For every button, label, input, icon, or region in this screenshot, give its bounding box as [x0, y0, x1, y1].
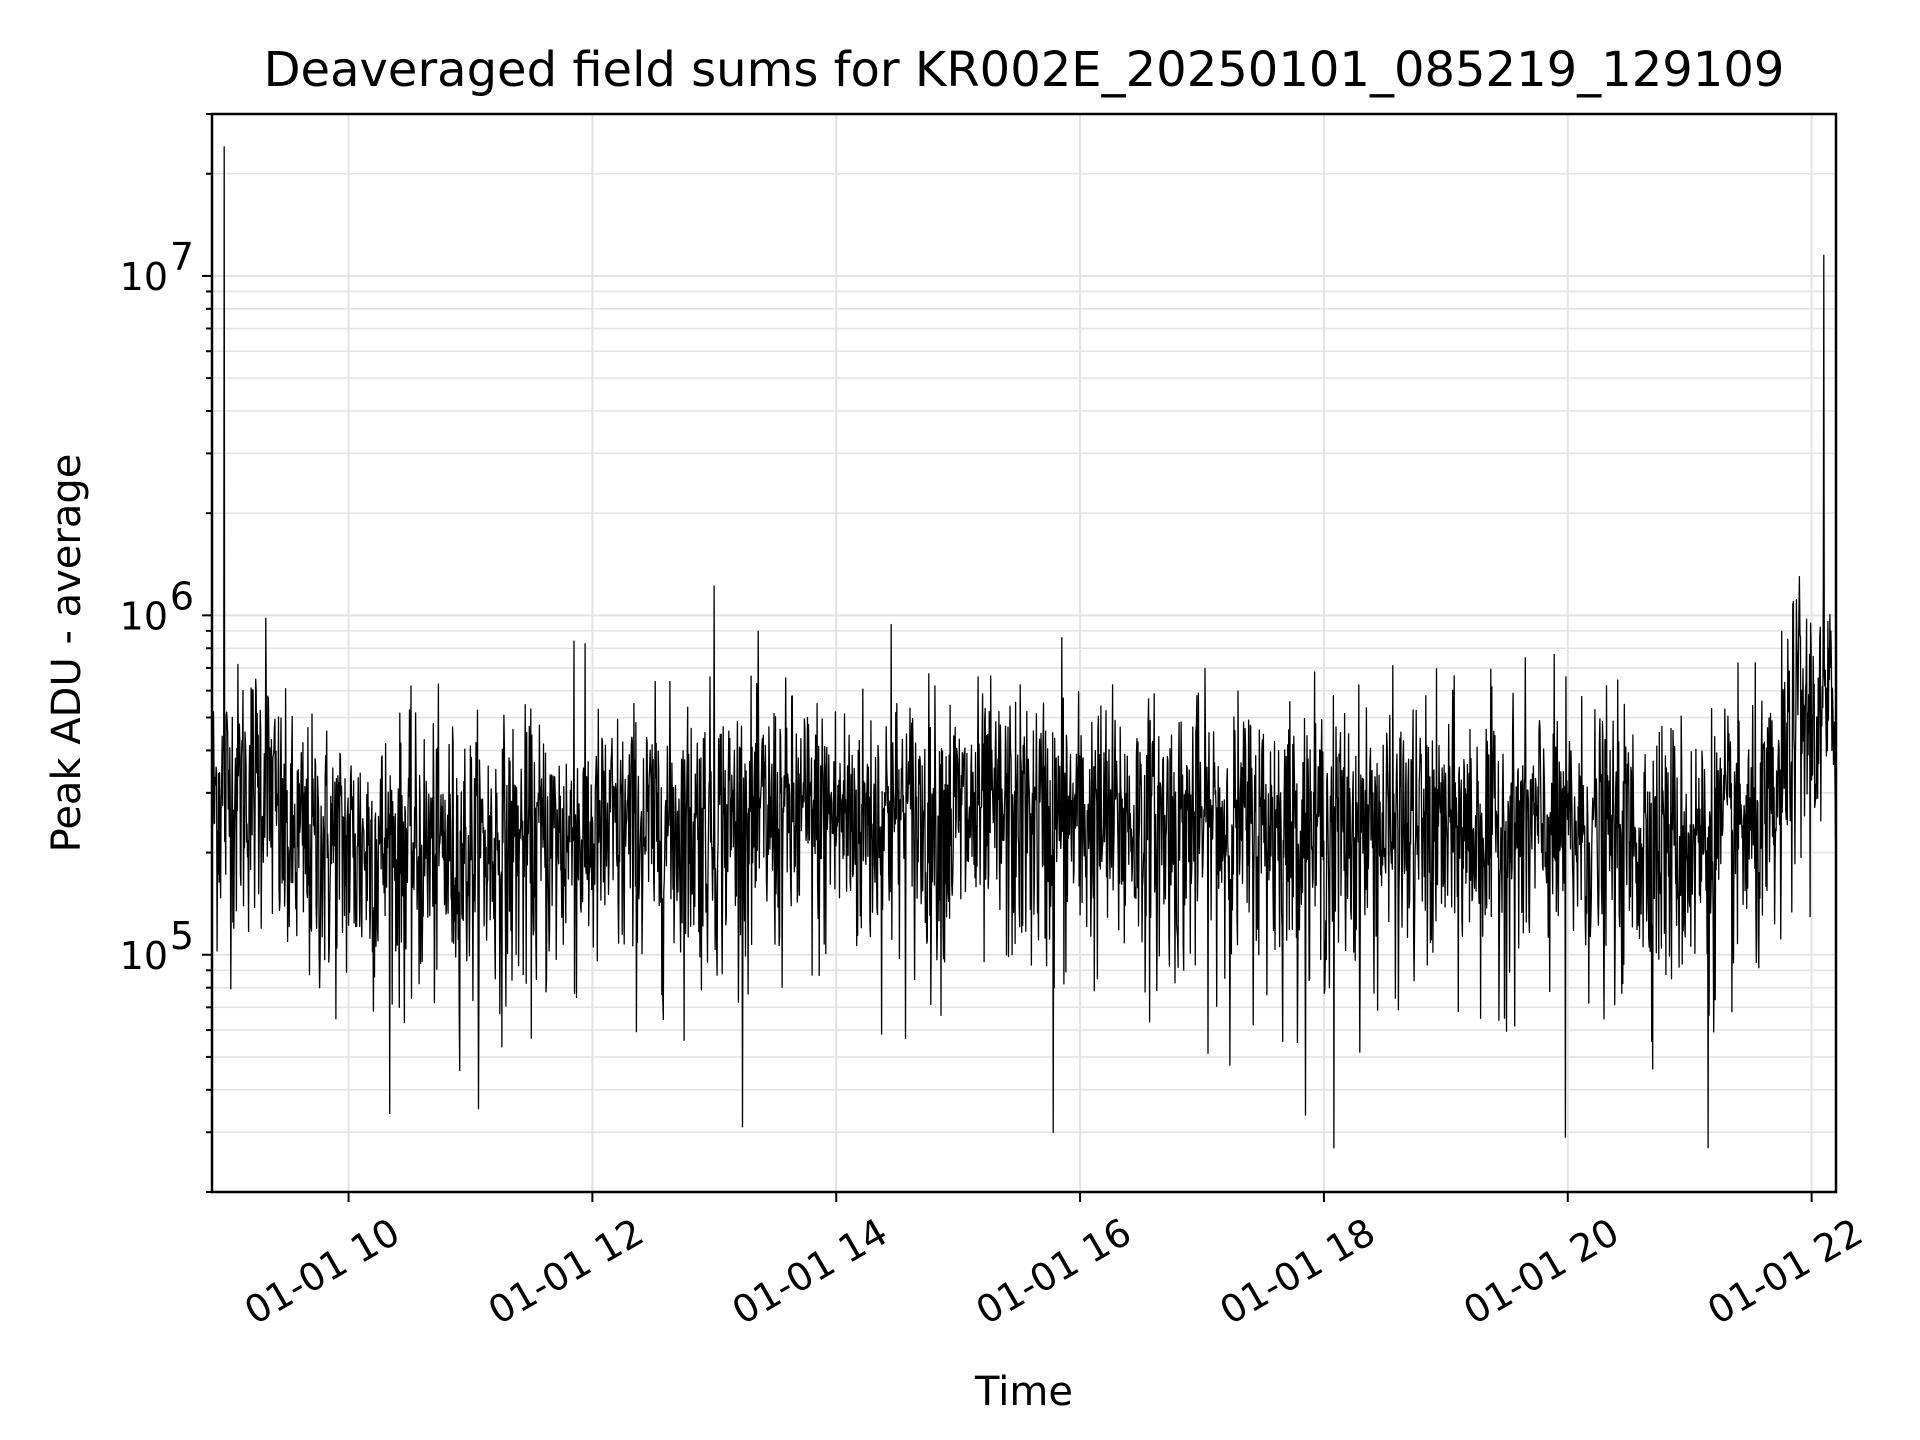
x-tick-label: 01-01 10 — [237, 1210, 407, 1334]
chart-title: Deaveraged field sums for KR002E_2025010… — [264, 42, 1785, 98]
x-axis: 01-01 10 01-01 12 01-01 14 01-01 16 01-01 18… — [237, 1192, 1870, 1333]
series-line-peak-adu — [211, 146, 1837, 1149]
y-tick-exponent: 6 — [170, 574, 194, 618]
y-tick-base: 10 — [120, 255, 168, 299]
y-tick-exponent: 5 — [170, 914, 194, 958]
y-tick-base: 10 — [120, 934, 168, 978]
x-tick-label: 01-01 16 — [969, 1210, 1139, 1334]
x-tick-label: 01-01 14 — [725, 1210, 895, 1334]
y-tick-base: 10 — [120, 594, 168, 638]
plot-frame — [210, 112, 1838, 1194]
y-tick-exponent: 7 — [170, 235, 194, 279]
x-tick-label: 01-01 12 — [481, 1210, 651, 1334]
grid — [212, 113, 1836, 1193]
x-tick-label: 01-01 22 — [1700, 1210, 1870, 1334]
x-axis-label: Time — [974, 1369, 1073, 1415]
x-tick-label: 01-01 18 — [1212, 1210, 1382, 1334]
x-tick-label: 01-01 20 — [1456, 1210, 1626, 1334]
y-tick-label: 10 — [120, 594, 168, 638]
y-tick-label: 10 — [120, 934, 168, 978]
y-tick-label: 10 — [120, 255, 168, 299]
y-axis-label: Peak ADU - average — [44, 454, 90, 853]
data-series — [211, 146, 1837, 1149]
